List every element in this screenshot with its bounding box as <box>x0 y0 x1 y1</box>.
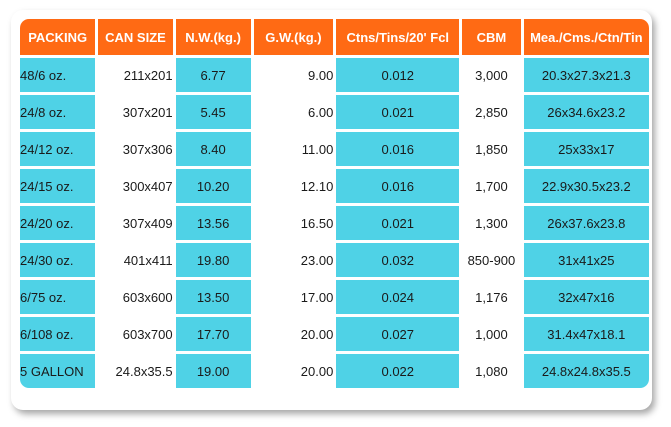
gross-weight-cell: 11.00 <box>253 132 334 166</box>
measurement-cell: 26x37.6x23.8 <box>523 206 649 240</box>
gross-weight-cell: 9.00 <box>253 58 334 92</box>
ctns-fcl-cell: 0.032 <box>336 243 460 277</box>
can-size-cell: 307x201 <box>98 95 173 129</box>
header-can-size: CAN SIZE <box>98 19 173 55</box>
table-row: 24/20 oz. 307x409 13.56 16.50 0.021 1,300 26x3… <box>20 206 649 240</box>
measurement-cell: 26x34.6x23.2 <box>523 95 649 129</box>
measurement-cell: 20.3x27.3x21.3 <box>523 58 649 92</box>
net-weight-cell: 13.50 <box>175 280 251 314</box>
can-size-cell: 401x411 <box>98 243 173 277</box>
header-net-weight: N.W.(kg.) <box>175 19 251 55</box>
table-row: 6/108 oz. 603x700 17.70 20.00 0.027 1,000 31.4… <box>20 317 649 351</box>
can-size-cell: 307x409 <box>98 206 173 240</box>
packing-cell: 5 GALLON <box>20 354 96 388</box>
gross-weight-cell: 20.00 <box>253 354 334 388</box>
ctns-fcl-cell: 0.016 <box>336 132 460 166</box>
table-row: 6/75 oz. 603x600 13.50 17.00 0.024 1,176 32x47… <box>20 280 649 314</box>
packing-cell: 24/8 oz. <box>20 95 96 129</box>
cbm-cell: 1,300 <box>462 206 521 240</box>
gross-weight-cell: 20.00 <box>253 317 334 351</box>
measurement-cell: 22.9x30.5x23.2 <box>523 169 649 203</box>
cbm-cell: 1,850 <box>462 132 521 166</box>
measurement-cell: 31.4x47x18.1 <box>523 317 649 351</box>
net-weight-cell: 10.20 <box>175 169 251 203</box>
cbm-cell: 2,850 <box>462 95 521 129</box>
table-row: 24/15 oz. 300x407 10.20 12.10 0.016 1,700 22.9… <box>20 169 649 203</box>
cbm-cell: 3,000 <box>462 58 521 92</box>
net-weight-cell: 19.00 <box>175 354 251 388</box>
header-cbm: CBM <box>462 19 521 55</box>
net-weight-cell: 6.77 <box>175 58 251 92</box>
net-weight-cell: 13.56 <box>175 206 251 240</box>
header-ctns-per-fcl: Ctns/Tins/20' Fcl <box>336 19 460 55</box>
ctns-fcl-cell: 0.022 <box>336 354 460 388</box>
cbm-cell: 1,176 <box>462 280 521 314</box>
can-size-cell: 603x600 <box>98 280 173 314</box>
measurement-cell: 32x47x16 <box>523 280 649 314</box>
can-spec-table: PACKING CAN SIZE N.W.(kg.) G.W.(kg.) Ctn… <box>17 16 652 391</box>
packing-cell: 24/30 oz. <box>20 243 96 277</box>
ctns-fcl-cell: 0.021 <box>336 95 460 129</box>
can-size-cell: 300x407 <box>98 169 173 203</box>
cbm-cell: 1,700 <box>462 169 521 203</box>
spec-table-frame: PACKING CAN SIZE N.W.(kg.) G.W.(kg.) Ctn… <box>11 10 652 410</box>
table-row: 24/30 oz. 401x411 19.80 23.00 0.032 850-900 31… <box>20 243 649 277</box>
ctns-fcl-cell: 0.024 <box>336 280 460 314</box>
measurement-cell: 31x41x25 <box>523 243 649 277</box>
packing-cell: 24/20 oz. <box>20 206 96 240</box>
can-size-cell: 603x700 <box>98 317 173 351</box>
table-row: 48/6 oz. 211x201 6.77 9.00 0.012 3,000 20.3x27… <box>20 58 649 92</box>
cbm-cell: 850-900 <box>462 243 521 277</box>
header-packing: PACKING <box>20 19 96 55</box>
packing-cell: 6/75 oz. <box>20 280 96 314</box>
net-weight-cell: 17.70 <box>175 317 251 351</box>
cbm-cell: 1,080 <box>462 354 521 388</box>
net-weight-cell: 5.45 <box>175 95 251 129</box>
gross-weight-cell: 16.50 <box>253 206 334 240</box>
gross-weight-cell: 12.10 <box>253 169 334 203</box>
table-row: 5 GALLON 24.8x35.5 19.00 20.00 0.022 1,080 24.… <box>20 354 649 388</box>
header-row: PACKING CAN SIZE N.W.(kg.) G.W.(kg.) Ctn… <box>20 19 649 55</box>
gross-weight-cell: 23.00 <box>253 243 334 277</box>
ctns-fcl-cell: 0.027 <box>336 317 460 351</box>
can-size-cell: 211x201 <box>98 58 173 92</box>
cbm-cell: 1,000 <box>462 317 521 351</box>
table-row: 24/12 oz. 307x306 8.40 11.00 0.016 1,850 25x33… <box>20 132 649 166</box>
can-size-cell: 307x306 <box>98 132 173 166</box>
header-measurement: Mea./Cms./Ctn/Tin <box>523 19 649 55</box>
packing-cell: 24/15 oz. <box>20 169 96 203</box>
measurement-cell: 25x33x17 <box>523 132 649 166</box>
table-row: 24/8 oz. 307x201 5.45 6.00 0.021 2,850 26x34.6… <box>20 95 649 129</box>
gross-weight-cell: 6.00 <box>253 95 334 129</box>
measurement-cell: 24.8x24.8x35.5 <box>523 354 649 388</box>
ctns-fcl-cell: 0.021 <box>336 206 460 240</box>
header-gross-weight: G.W.(kg.) <box>253 19 334 55</box>
ctns-fcl-cell: 0.016 <box>336 169 460 203</box>
can-size-cell: 24.8x35.5 <box>98 354 173 388</box>
packing-cell: 6/108 oz. <box>20 317 96 351</box>
packing-cell: 48/6 oz. <box>20 58 96 92</box>
net-weight-cell: 8.40 <box>175 132 251 166</box>
net-weight-cell: 19.80 <box>175 243 251 277</box>
ctns-fcl-cell: 0.012 <box>336 58 460 92</box>
packing-cell: 24/12 oz. <box>20 132 96 166</box>
gross-weight-cell: 17.00 <box>253 280 334 314</box>
